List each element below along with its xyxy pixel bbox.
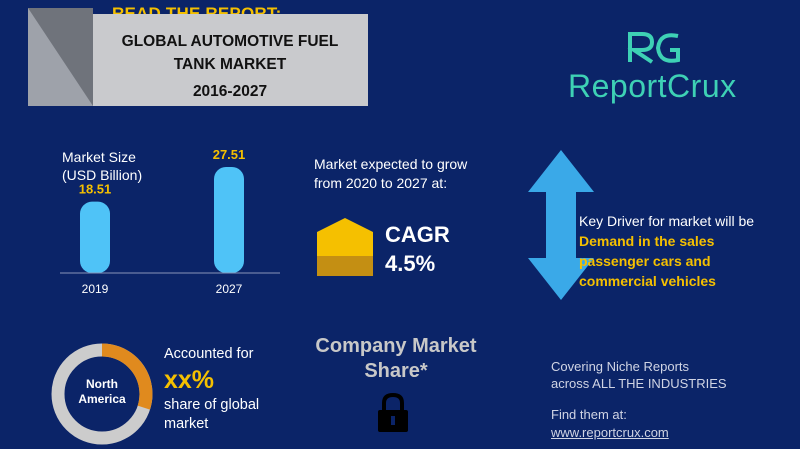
region-share-donut: [51, 343, 153, 445]
website-link[interactable]: www.reportcrux.com: [551, 425, 669, 440]
key-driver-value: Demand in the sales passenger cars and c…: [579, 233, 716, 289]
bar-2027: [214, 167, 244, 273]
cagr-label: CAGR: [385, 222, 450, 247]
share-description-line1: share of global: [164, 397, 260, 413]
growth-text-line1: Market expected to grow: [314, 156, 468, 172]
report-title-line1: GLOBAL AUTOMOTIVE FUEL: [121, 33, 339, 50]
report-title-line2: TANK MARKET: [173, 56, 287, 73]
company-share-line2: Share*: [364, 360, 428, 382]
lock-icon: [378, 392, 408, 432]
growth-house-icon: [317, 218, 373, 276]
key-driver-label: Key Driver for market will be: [579, 213, 755, 229]
value-label-2027: 27.51: [213, 147, 246, 162]
report-years: 2016-2027: [192, 83, 268, 100]
region-name-line2: America: [78, 392, 126, 406]
accounted-for-label: Accounted for: [164, 346, 254, 362]
covering-text: Covering Niche Reports across ALL THE IN…: [551, 358, 771, 392]
category-label-2027: 2027: [216, 282, 243, 296]
share-description-line2: market: [164, 416, 209, 432]
title-banner: [28, 8, 368, 106]
market-size-label-line1: Market Size: [62, 149, 136, 165]
covering-line2: across ALL THE INDUSTRIES: [551, 376, 727, 391]
growth-text-line2: from 2020 to 2027 at:: [314, 175, 448, 191]
cagr-value: 4.5%: [385, 251, 436, 276]
region-name: North America: [60, 377, 144, 407]
report-title: GLOBAL AUTOMOTIVE FUEL TANK MARKET 2016-…: [95, 30, 365, 103]
bar-2019: [80, 201, 110, 273]
up-down-arrow-icon: [528, 150, 594, 300]
market-size-label-line2: (USD Billion): [62, 167, 143, 183]
region-name-line1: North: [86, 377, 118, 391]
share-description: share of global market: [164, 396, 284, 434]
value-label-2019: 18.51: [79, 182, 112, 197]
company-market-share-heading: Company Market Share*: [296, 334, 496, 384]
region-share-value: xx%: [164, 366, 215, 394]
category-label-2019: 2019: [82, 282, 109, 296]
market-size-bar-chart: 18.51 2019 27.51 2027: [60, 147, 280, 296]
reportcrux-logo-icon: [627, 32, 680, 64]
growth-text: Market expected to grow from 2020 to 202…: [314, 155, 467, 193]
company-share-line1: Company Market: [315, 335, 477, 357]
brand-name: ReportCrux: [568, 68, 737, 104]
covering-line1: Covering Niche Reports: [551, 359, 690, 374]
market-size-label: Market Size (USD Billion): [62, 148, 142, 184]
find-them-label: Find them at:: [551, 407, 627, 422]
